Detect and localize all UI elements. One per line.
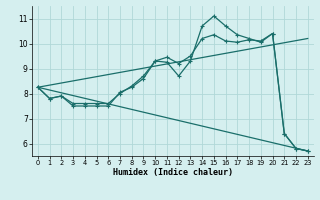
X-axis label: Humidex (Indice chaleur): Humidex (Indice chaleur) xyxy=(113,168,233,177)
